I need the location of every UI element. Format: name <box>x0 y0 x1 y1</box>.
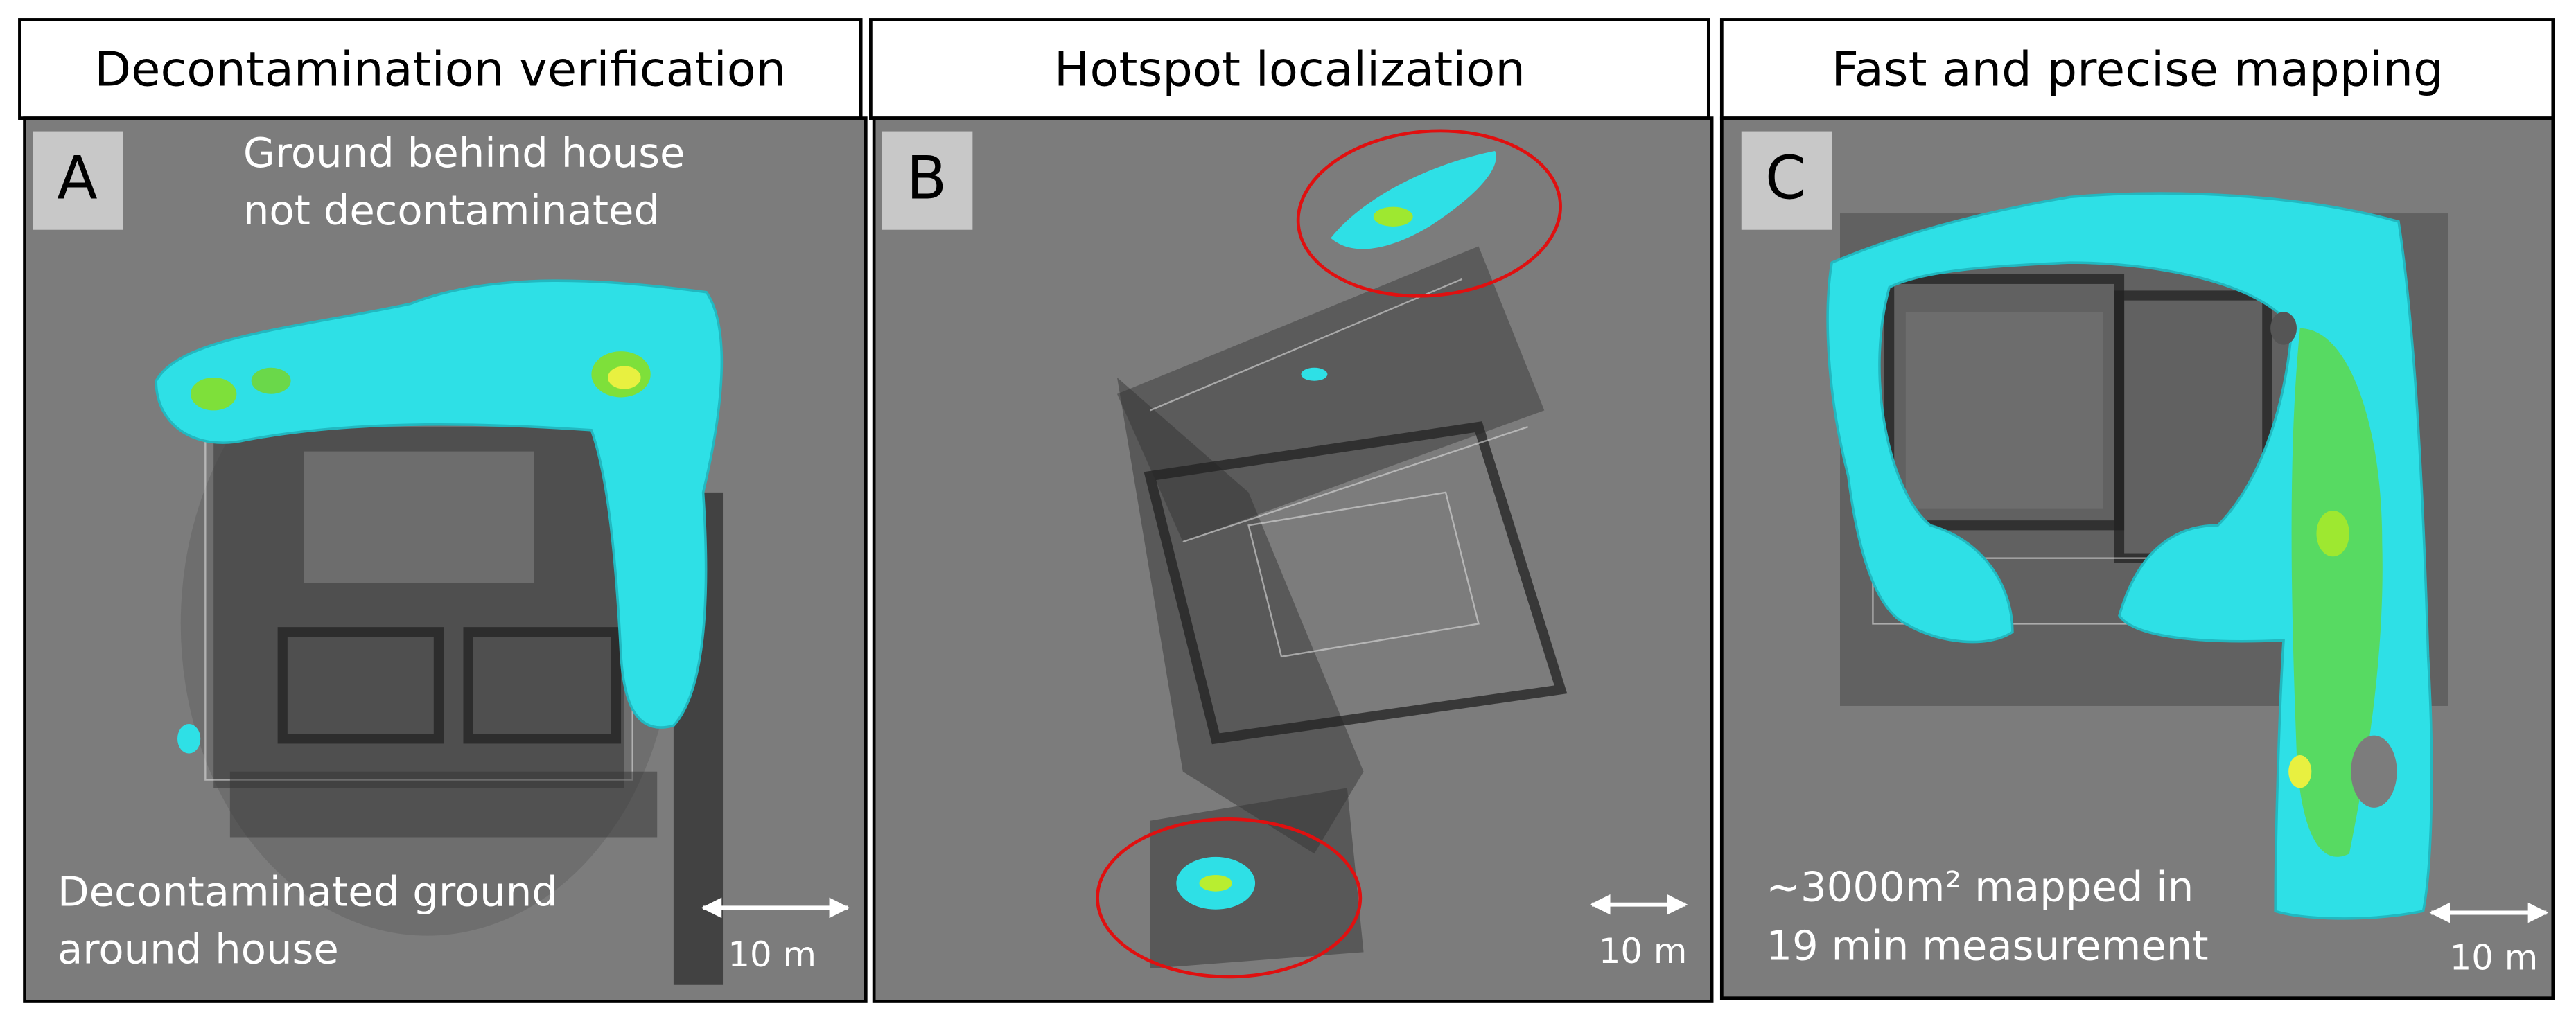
radiation-overlay <box>155 279 724 754</box>
annotation: Ground behind house <box>243 129 685 177</box>
scale-label: 10 m <box>1599 931 1688 971</box>
panel-letter: B <box>906 144 947 213</box>
radiation-overlay <box>1826 192 2433 920</box>
annotation: ~3000m² mapped in <box>1766 863 2193 910</box>
panel-letter: A <box>57 144 97 213</box>
scale-label: 10 m <box>2450 938 2539 978</box>
panel-letter: C <box>1765 144 1807 213</box>
panel-a: Decontamination verification A Ground be… <box>18 18 868 1003</box>
annotation: around house <box>58 925 339 973</box>
scale-label: 10 m <box>728 935 816 975</box>
letter-box <box>33 131 123 230</box>
annotation: Decontaminated ground <box>58 868 558 916</box>
header-box <box>1719 18 2555 120</box>
hotspot-circle <box>1096 817 1363 979</box>
annotation: not decontaminated <box>243 186 660 234</box>
header-box <box>18 18 863 120</box>
letter-box <box>1741 131 1832 230</box>
panel-c: Fast and precise mapping C ~3000m² mappe… <box>1719 18 2555 1000</box>
hotspot-circle <box>1296 129 1562 298</box>
annotation: 19 min measurement <box>1766 922 2208 970</box>
panel-title: Hotspot localization <box>1054 42 1525 97</box>
letter-box <box>882 131 973 230</box>
panel-title: Fast and precise mapping <box>1831 42 2443 97</box>
panel-b: Hotspot localization B 10 m <box>869 18 1714 1003</box>
map-structures <box>1116 246 1568 969</box>
panel-title: Decontamination verification <box>94 42 786 97</box>
radiation-overlay <box>1176 151 1496 910</box>
